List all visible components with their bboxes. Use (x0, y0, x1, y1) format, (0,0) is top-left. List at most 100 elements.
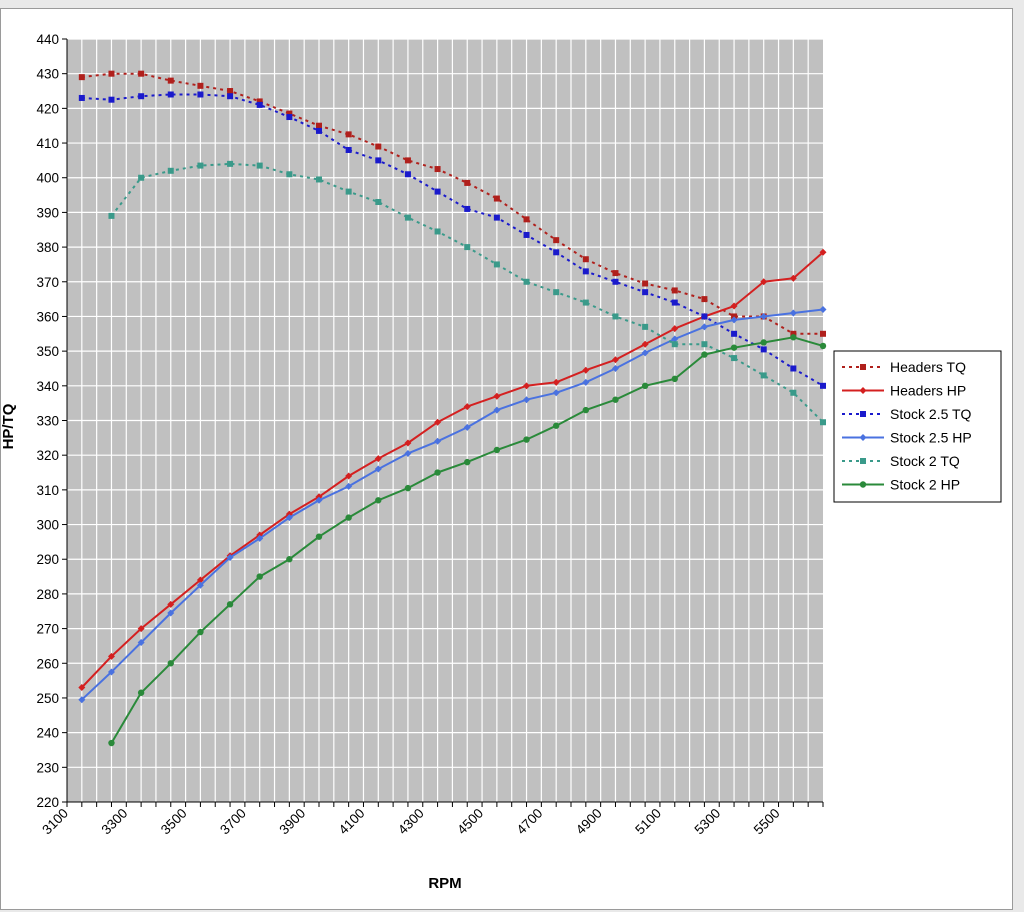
data-point (612, 313, 619, 320)
x-tick-label: 4900 (573, 806, 605, 838)
series-line (81, 72, 823, 335)
data-point (167, 167, 174, 174)
chart-svg: 220 230 240 250 260 270 280 290 300 310 320 330 340 3… (1, 32, 1002, 892)
data-point (286, 114, 293, 121)
series-line (81, 251, 824, 689)
data-point (197, 91, 204, 98)
data-point (820, 382, 826, 389)
data-point (404, 449, 412, 457)
data-point (671, 325, 679, 333)
legend-label: Stock 2.5 HP (890, 430, 972, 446)
data-point (820, 330, 826, 337)
data-point (107, 652, 115, 660)
data-point (730, 302, 738, 310)
data-point (375, 143, 382, 150)
data-point (612, 278, 619, 285)
data-point (464, 244, 471, 251)
data-point (226, 553, 234, 561)
data-point (790, 389, 797, 396)
data-point (730, 344, 738, 351)
data-point (730, 316, 738, 324)
y-tick-label: 430 (36, 67, 59, 82)
y-tick-label: 280 (36, 587, 59, 602)
data-point (227, 88, 234, 95)
legend-label: Headers HP (890, 383, 966, 399)
data-point (197, 628, 204, 636)
data-point (227, 93, 234, 100)
data-point (611, 356, 619, 364)
data-point (553, 249, 560, 256)
data-point (374, 465, 382, 473)
data-point (345, 482, 353, 490)
data-point (285, 514, 293, 522)
data-point (523, 231, 530, 238)
data-point (404, 157, 411, 164)
x-tick-label: 4100 (336, 806, 368, 838)
data-point (345, 514, 352, 521)
x-tick-label: 5500 (751, 806, 783, 838)
data-point (286, 110, 293, 117)
data-point (107, 668, 115, 676)
y-tick-label: 370 (36, 275, 59, 290)
data-point (138, 174, 145, 181)
data-point (226, 601, 234, 608)
data-point (404, 484, 412, 492)
data-point (760, 312, 768, 320)
data-point (819, 342, 827, 350)
data-point (463, 423, 471, 431)
data-point (404, 171, 411, 178)
y-tick-label: 320 (36, 448, 59, 463)
data-point (582, 378, 590, 386)
data-point (641, 340, 649, 348)
legend-label: Stock 2 HP (890, 477, 960, 493)
data-point (760, 346, 767, 353)
y-tick-label: 260 (36, 656, 59, 671)
data-point (552, 378, 560, 386)
data-point (463, 403, 471, 411)
data-point (404, 214, 411, 221)
data-point (196, 581, 204, 589)
x-axis-title: RPM (428, 875, 461, 892)
data-point (464, 458, 471, 466)
y-tick-label: 400 (36, 171, 59, 186)
y-tick-label: 290 (36, 552, 59, 567)
data-point (859, 481, 867, 488)
legend-item: Stock 2 HP (842, 477, 960, 493)
data-point (374, 455, 382, 463)
data-point (197, 162, 204, 169)
data-point (137, 625, 145, 633)
data-point (316, 176, 322, 183)
data-point (612, 396, 619, 403)
legend-item: Headers HP (842, 383, 966, 399)
legend-item: Stock 2 TQ (842, 453, 960, 469)
data-point (286, 556, 293, 563)
y-tick-label: 330 (36, 414, 59, 429)
data-point (256, 534, 264, 542)
legend: Headers TQ Headers HP Stock 2.5 TQ Stock 2.… (833, 350, 1002, 503)
data-point (315, 533, 323, 540)
data-point (671, 299, 678, 306)
data-point (108, 212, 115, 219)
data-point (789, 274, 797, 282)
y-tick-label: 440 (36, 32, 59, 47)
data-point (138, 70, 145, 77)
y-axis: 220 230 240 250 260 270 280 290 300 310 320 330 340 3… (36, 32, 67, 810)
data-point (167, 609, 175, 617)
data-point (582, 299, 589, 306)
data-point (642, 280, 649, 287)
x-tick-label: 5300 (692, 806, 724, 838)
data-point (493, 446, 501, 454)
data-point (137, 638, 145, 646)
x-axis: 3100 3300 3500 3700 3900 4100 4300 4500 4700 4900… (39, 802, 824, 838)
series-layer (78, 70, 827, 747)
data-point (493, 195, 500, 202)
data-point (582, 256, 589, 263)
data-point (493, 392, 501, 400)
data-point (553, 289, 560, 296)
x-tick-label: 4500 (454, 806, 486, 838)
legend-item: Stock 2.5 TQ (842, 406, 972, 422)
data-point (345, 131, 352, 138)
series-stock-2-5-hp (78, 306, 827, 704)
data-point (493, 214, 500, 221)
data-point (434, 166, 441, 173)
